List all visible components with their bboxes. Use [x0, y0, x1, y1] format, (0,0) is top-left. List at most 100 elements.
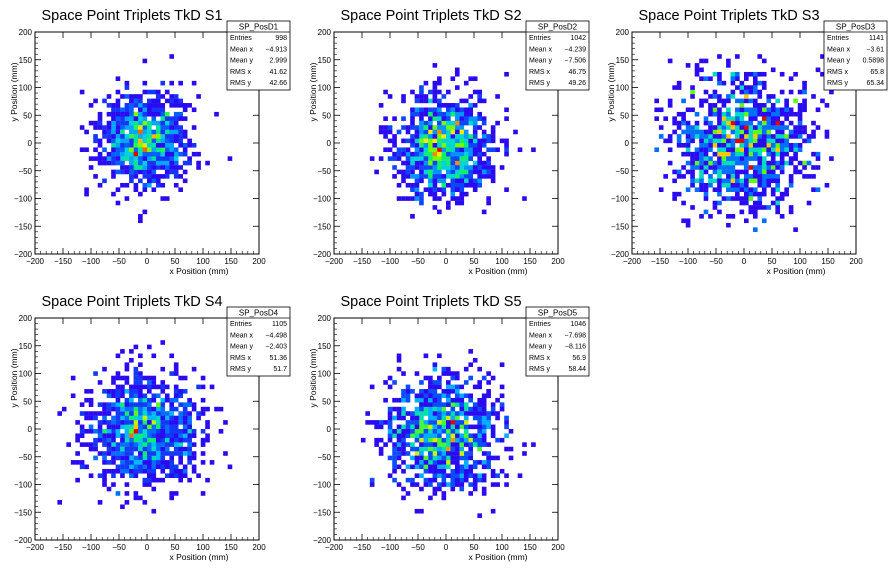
histogram-bin: [191, 468, 197, 474]
histogram-bin: [437, 134, 442, 139]
histogram-bin: [151, 424, 157, 430]
histogram-bin: [428, 464, 433, 470]
histogram-bin: [138, 191, 143, 197]
histogram-bin: [739, 138, 745, 144]
histogram-bin: [757, 191, 763, 197]
histogram-bin: [428, 98, 433, 104]
histogram-bin: [155, 406, 161, 412]
histogram-bin: [468, 473, 474, 478]
histogram-bin: [463, 406, 469, 412]
histogram-bin: [477, 402, 482, 407]
histogram-bin: [164, 120, 170, 126]
histogram-bin: [788, 205, 794, 210]
histogram-bin: [685, 143, 691, 148]
histogram-bin: [752, 129, 758, 135]
histogram-bin: [459, 473, 465, 478]
histogram-bin: [468, 76, 474, 81]
histogram-bin: [703, 138, 709, 144]
histogram-bin: [160, 125, 166, 130]
histogram-bin: [182, 433, 188, 439]
histogram-bin: [401, 424, 406, 430]
y-tick-label: −50: [18, 453, 32, 462]
histogram-bin: [142, 451, 148, 456]
histogram-bin: [428, 191, 433, 197]
histogram-bin: [111, 468, 116, 474]
histogram-bin: [115, 200, 121, 206]
histogram-bin: [788, 160, 794, 166]
histogram-bin: [93, 415, 98, 421]
histogram-bin: [155, 384, 161, 390]
histogram-bin: [432, 156, 438, 161]
histogram-bin: [481, 98, 487, 104]
histogram-bin: [824, 182, 830, 188]
histogram-bin: [770, 125, 776, 130]
histogram-bin: [88, 120, 94, 126]
histogram-bin: [811, 187, 816, 192]
histogram-bin: [142, 103, 148, 108]
histogram-bin: [441, 442, 447, 447]
histogram-bin: [151, 433, 157, 439]
histogram-bin: [147, 477, 152, 483]
histogram-bin: [419, 424, 424, 430]
histogram-bin: [151, 103, 157, 108]
histogram-bin: [459, 477, 465, 483]
histogram-bin: [120, 420, 125, 425]
histogram-bin: [432, 205, 438, 210]
histogram-bin: [681, 200, 686, 206]
histogram-bin: [481, 442, 487, 447]
histogram-bin: [164, 165, 170, 170]
histogram-bin: [468, 424, 474, 430]
histogram-bin: [115, 375, 121, 381]
histogram-bin: [138, 94, 143, 99]
histogram-bin: [712, 111, 718, 117]
histogram-bin: [138, 406, 143, 412]
histogram-bin: [459, 424, 465, 430]
histogram-bin: [690, 151, 695, 157]
histogram-bin: [788, 134, 794, 139]
histogram-bin: [173, 491, 179, 496]
histogram-bin: [124, 138, 130, 144]
histogram-bin: [712, 178, 718, 184]
histogram-bin: [477, 160, 482, 166]
histogram-bin: [739, 85, 745, 90]
histogram-bin: [410, 196, 415, 201]
histogram-bin: [178, 437, 183, 443]
histogram-bin: [196, 94, 201, 99]
histogram-bin: [468, 406, 474, 412]
histogram-bin: [133, 165, 139, 170]
histogram-bin: [717, 134, 722, 139]
histogram-bin: [757, 165, 763, 170]
histogram-bin: [744, 156, 749, 161]
histogram-bin: [414, 482, 420, 487]
histogram-bin: [120, 468, 125, 474]
histogram-bin: [151, 147, 157, 153]
histogram-bin: [97, 380, 103, 385]
histogram-bin: [401, 460, 406, 465]
histogram-bin: [97, 500, 103, 505]
histogram-bin: [102, 468, 107, 474]
histogram-bin: [120, 433, 125, 439]
histogram-bin: [142, 147, 148, 153]
x-tick-label: 0: [444, 257, 449, 266]
histogram-bin: [133, 134, 139, 139]
stats-value: 42.66: [269, 80, 287, 87]
histogram-bin: [428, 147, 433, 153]
histogram-bin: [124, 446, 130, 452]
histogram-bin: [499, 384, 505, 390]
histogram-bin: [703, 143, 709, 148]
histogram-bin: [369, 482, 375, 487]
histogram-bin: [486, 455, 491, 461]
histogram-bin: [811, 165, 816, 170]
histogram-bin: [685, 134, 691, 139]
histogram-bin: [414, 393, 420, 399]
histogram-bin: [383, 125, 388, 130]
histogram-bin: [726, 165, 731, 170]
histogram-bin: [419, 397, 424, 403]
histogram-bin: [446, 442, 451, 447]
histogram-bin: [106, 125, 112, 130]
histogram-bin: [690, 138, 695, 144]
histogram-bin: [387, 420, 393, 425]
histogram-bin: [106, 429, 112, 434]
histogram-bin: [730, 165, 736, 170]
histogram-bin: [797, 143, 803, 148]
